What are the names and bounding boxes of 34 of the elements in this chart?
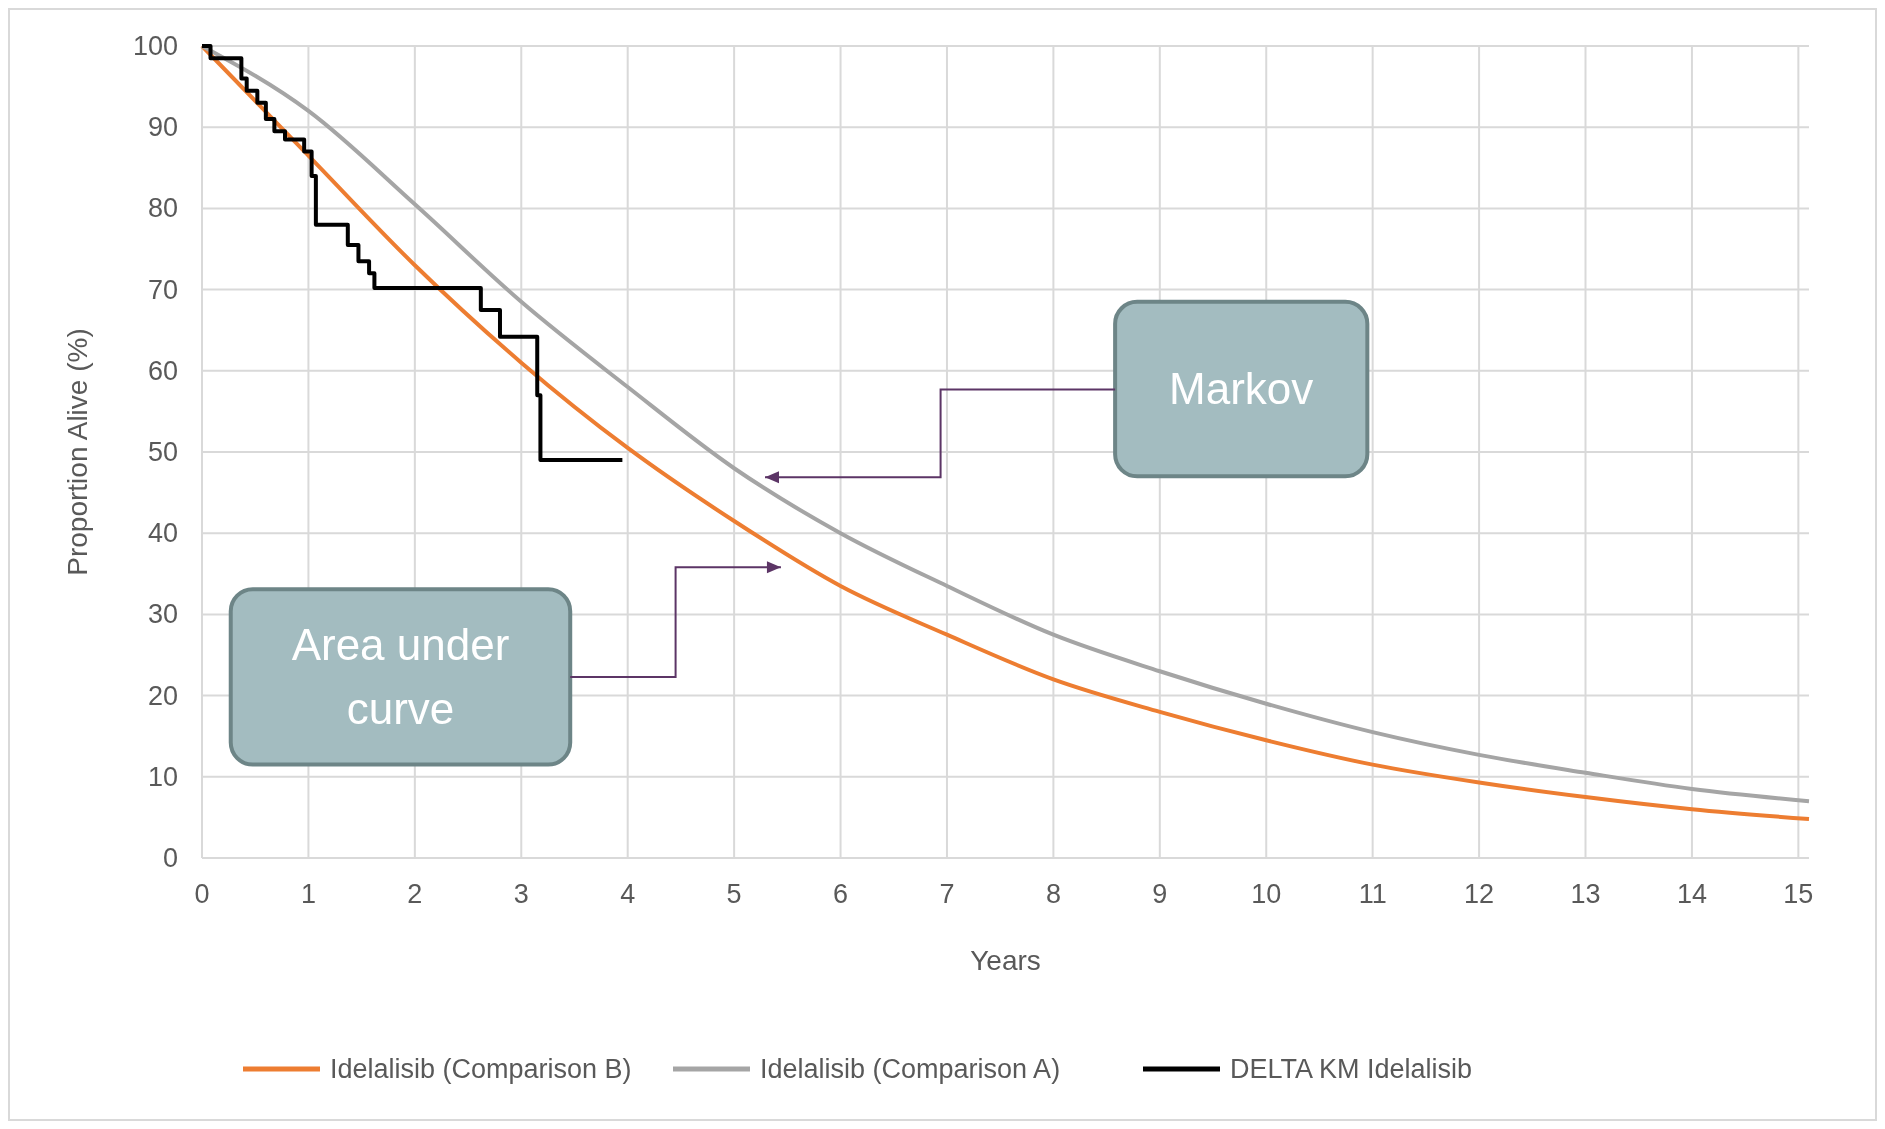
x-tick-label: 3 (513, 879, 529, 909)
legend-label: DELTA KM Idelalisib (1230, 1054, 1473, 1084)
x-tick-label: 1 (300, 879, 316, 909)
x-tick-label: 13 (1570, 879, 1601, 909)
y-tick-label: 100 (132, 31, 178, 61)
y-tick-label: 70 (147, 274, 178, 305)
y-tick-label: 80 (147, 193, 178, 224)
x-tick-label: 2 (407, 879, 423, 909)
y-tick-label: 0 (162, 843, 178, 873)
y-tick-label: 10 (147, 761, 178, 792)
y-tick-label: 40 (147, 518, 178, 549)
x-tick-label: 12 (1464, 879, 1495, 909)
x-tick-label: 6 (833, 879, 849, 909)
legend-label: Idelalisib (Comparison B) (330, 1054, 632, 1084)
annotation: Markov (1169, 364, 1314, 414)
x-tick-label: 9 (1152, 879, 1168, 909)
y-axis-title: Proportion Alive (%) (62, 328, 93, 576)
y-tick-label: 90 (147, 112, 178, 143)
x-tick-label: 4 (620, 879, 636, 909)
x-tick-label: 7 (939, 879, 955, 909)
y-tick-label: 60 (147, 355, 178, 386)
annotation: Area under curve (291, 620, 510, 734)
y-tick-label: 50 (147, 437, 178, 467)
x-tick-label: 5 (726, 879, 742, 909)
x-tick-label: 11 (1358, 879, 1387, 909)
x-tick-label: 15 (1783, 879, 1814, 909)
x-tick-label: 10 (1251, 879, 1282, 909)
y-tick-label: 20 (147, 680, 178, 711)
y-tick-label: 30 (147, 599, 178, 630)
legend-label: Idelalisib (Comparison A) (760, 1054, 1061, 1084)
x-tick-label: 8 (1045, 879, 1061, 909)
x-tick-label: 14 (1676, 879, 1707, 909)
x-tick-label: 0 (194, 879, 210, 909)
x-axis-title: Years (970, 945, 1041, 976)
